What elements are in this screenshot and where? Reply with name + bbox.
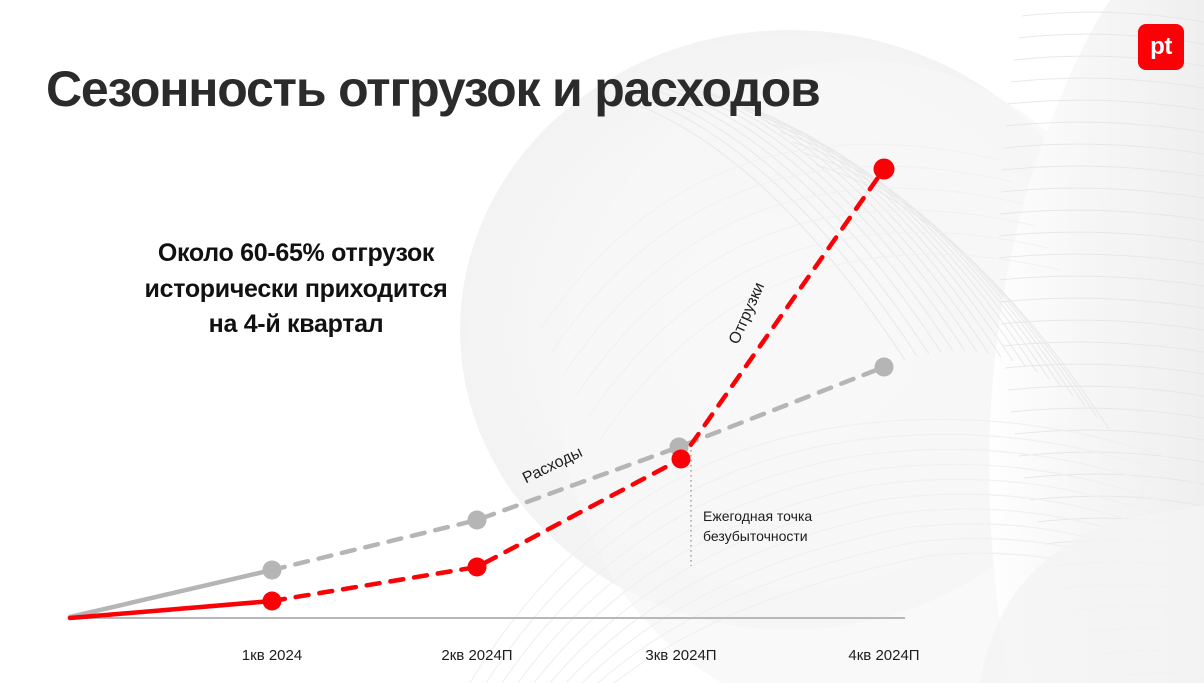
data-point-rashody-q4 [874,357,894,377]
callout-line-3: на 4-й квартал [208,310,384,338]
breakeven-annotation: Ежегодная точка безубыточности [703,506,893,547]
rashody-solid-segment [67,567,275,620]
data-point-otgruzki-q3 [671,449,691,469]
rashody-dashed-segments [269,364,887,573]
data-point-otgruzki-q1 [262,591,282,611]
pt-logo: pt [1138,24,1184,70]
x-axis-label-q1: 1кв 2024 [241,647,303,664]
data-point-rashody-q2 [467,510,487,530]
callout-line-1: Около 60-65% отгрузок [157,239,435,267]
page-title: Сезонность отгрузок и расходов [46,60,821,117]
callout-line-2: исторически приходится [144,274,448,303]
breakeven-annotation-line-2: безубыточности [703,528,808,545]
data-point-otgruzki-q2 [467,557,487,577]
otgruzki-solid-segment [67,598,275,621]
callout-text: Около 60-65% отгрузок исторически приход… [96,236,496,343]
x-axis-label-q4: 4кв 2024П [848,647,920,664]
x-axis-label-q3: 3кв 2024П [645,647,717,664]
data-point-otgruzki-q4 [873,158,895,180]
data-point-rashody-q1 [262,560,282,580]
otgruzki-dashed-segments [269,166,887,604]
pt-logo-text: pt [1150,33,1172,60]
breakeven-annotation-line-1: Ежегодная точка [703,508,813,524]
x-axis-label-q2: 2кв 2024П [441,647,513,664]
